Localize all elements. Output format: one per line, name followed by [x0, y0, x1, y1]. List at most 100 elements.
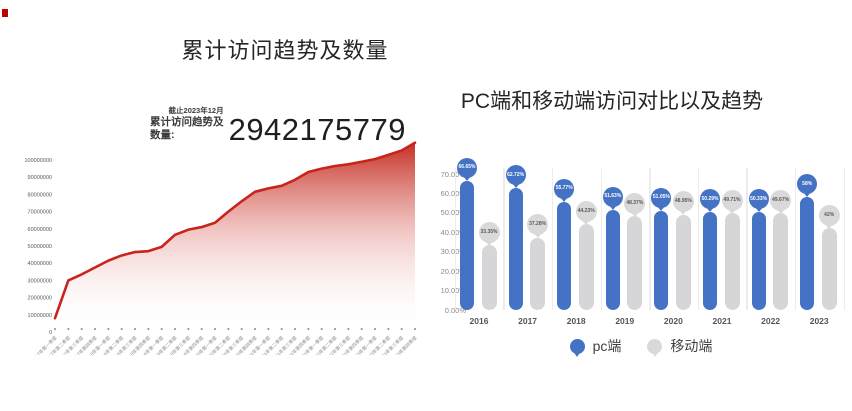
right-y-tick-label: 20.00% [440, 266, 466, 276]
left-y-tick-label: 100000000 [25, 158, 52, 164]
x-tick-dot [320, 328, 323, 330]
corner-red-mark [2, 9, 8, 17]
right-y-tick-label: 30.00% [440, 247, 466, 257]
mobile-value-bubble: 33.35% [478, 221, 500, 246]
year-label: 2020 [663, 316, 683, 326]
x-tick-dot [200, 328, 203, 330]
pc-mobile-comparison-chart: 0.00% 10.00% 20.00% 30.00% 40.00% 50.00% 60.00… [430, 140, 852, 340]
right-y-tick-label: 60.00% [440, 188, 466, 198]
year-label: 2018 [566, 316, 586, 326]
mobile-bar [627, 216, 643, 310]
pc-value-bubble: 62.72% [505, 165, 526, 189]
year-label: 2022 [761, 316, 781, 326]
mobile-bar [773, 213, 789, 310]
mobile-value-bubble: 42% [818, 204, 840, 229]
mobile-bar [578, 224, 594, 310]
x-tick-dot [360, 328, 363, 330]
left-y-tick-label: 50000000 [28, 244, 52, 250]
x-tick-dot [374, 328, 376, 330]
group-separator-line [454, 168, 457, 310]
group-separator-line [551, 168, 554, 310]
right-y-tick-label: 0.00% [444, 305, 466, 315]
x-tick-dot [174, 328, 176, 330]
x-tick-dot [214, 328, 216, 330]
x-tick-dot [94, 328, 96, 330]
x-tick-dot [347, 328, 350, 330]
group-separator-line [843, 168, 845, 310]
pc-bar [800, 197, 815, 310]
annotation-labels: 截止2023年12月 累计访问趋势及数量: [150, 106, 224, 145]
left-y-tick-label: 70000000 [28, 210, 52, 216]
pc-legend-marker-icon [569, 338, 585, 357]
x-tick-dot [334, 328, 336, 330]
x-tick-dot [147, 328, 150, 330]
right-y-tick-label: 70.00% [440, 169, 466, 179]
annotation-asof: 截止2023年12月 [168, 106, 224, 115]
legend-item-mobile: 移动端 [647, 336, 713, 357]
left-y-tick-label: 40000000 [28, 261, 52, 267]
legend: pc端 移动端 [430, 333, 852, 359]
x-tick-dot [80, 328, 83, 330]
mobile-bar [724, 213, 740, 310]
x-tick-dot [187, 328, 190, 330]
x-tick-dot [400, 328, 403, 330]
left-y-tick-label: 30000000 [28, 278, 52, 284]
x-tick-dot [307, 328, 310, 330]
x-tick-dot [134, 328, 136, 330]
year-label: 2016 [469, 316, 489, 326]
mobile-bar [530, 237, 546, 310]
area-fill [55, 142, 415, 332]
pc-value-bubble: 58% [797, 174, 818, 198]
year-label: 2023 [809, 316, 829, 326]
group-separator-line [649, 168, 651, 310]
legend-pc-label: pc端 [592, 338, 622, 354]
mobile-legend-marker-icon [647, 338, 663, 357]
left-chart-annotation: 截止2023年12月 累计访问趋势及数量: 2942175779 [150, 106, 406, 145]
left-y-tick-label: 20000000 [28, 296, 52, 302]
legend-mobile-label: 移动端 [670, 338, 713, 354]
pc-bar [703, 212, 717, 310]
mobile-value-bubble: 48.95% [672, 191, 694, 216]
pc-bar [605, 209, 620, 310]
year-label: 2021 [712, 316, 732, 326]
mobile-value-bubble: 37.28% [527, 214, 549, 239]
area-line [53, 141, 417, 320]
x-tick-dot [107, 328, 110, 330]
x-tick-dot [120, 328, 123, 330]
left-y-tick-label: 10000000 [28, 313, 52, 319]
x-tick-dot [294, 328, 296, 330]
right-y-tick-label: 50.00% [440, 208, 466, 218]
mobile-bar [675, 214, 691, 310]
pc-bar [751, 212, 766, 310]
x-tick-dot [387, 328, 390, 330]
year-label: 2017 [518, 316, 538, 326]
pc-bar [508, 188, 523, 310]
x-tick-dot [267, 328, 270, 330]
x-tick-dot [254, 328, 256, 330]
mobile-value-bubble: 49.71% [721, 189, 743, 214]
x-tick-dot [54, 328, 56, 330]
mobile-bar [821, 228, 837, 310]
pc-value-bubble: 51.05% [651, 187, 672, 211]
x-tick-dot [67, 328, 70, 330]
pc-value-bubble: 55.77% [554, 178, 575, 202]
left-y-tick-label: 80000000 [28, 192, 52, 198]
pc-value-bubble: 66.65% [457, 157, 477, 181]
pc-value-bubble: 50.29% [700, 189, 720, 213]
x-tick-dot [414, 328, 416, 330]
mobile-value-bubble: 49.67% [770, 189, 792, 214]
right-y-tick-label: 10.00% [440, 286, 466, 296]
pc-bar [557, 201, 572, 310]
x-tick-dot [280, 328, 283, 330]
left-y-tick-label: 60000000 [28, 227, 52, 233]
group-separator-line [600, 168, 602, 310]
annotation-label: 累计访问趋势及数量: [150, 116, 224, 141]
pc-value-bubble: 50.33% [748, 189, 769, 213]
pc-bar [460, 180, 474, 310]
cumulative-area-chart: 0 10000000 20000000 30000000 40000000 5000000… [25, 141, 419, 355]
x-tick-dot [227, 328, 230, 330]
left-y-tick-label: 0 [49, 330, 52, 336]
annotation-total-value: 2942175779 [228, 112, 406, 147]
mobile-bar [481, 245, 497, 310]
